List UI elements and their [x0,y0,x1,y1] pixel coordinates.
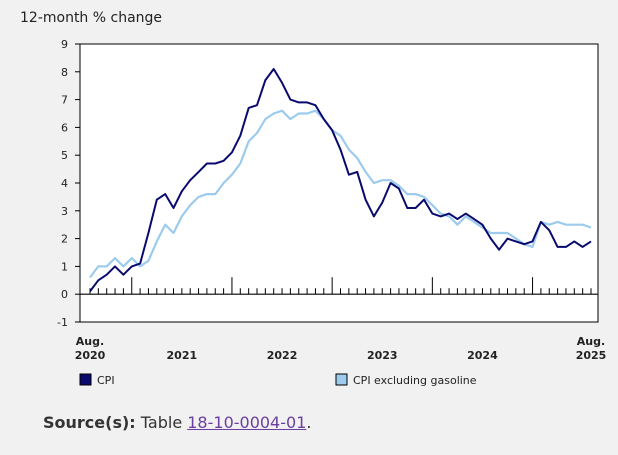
legend-label: CPI [97,374,115,387]
plot-border [79,43,599,323]
legend: CPI CPI excluding gasoline [79,373,477,387]
series-line-cpi-excluding-gasoline [89,109,592,279]
legend-swatch [79,373,92,386]
x-tick-label: 2021 [167,349,198,362]
x-tick-label: 2025 [576,349,607,362]
x-tick-label-top: Aug. [577,335,605,348]
source-text: Table [140,413,183,432]
y-tick-label: 6 [61,121,68,134]
y-tick-label: 0 [61,288,68,301]
y-tick-label: 9 [61,38,68,51]
x-tick-label: 2020 [75,349,106,362]
y-tick-label: 3 [61,205,68,218]
x-tick-label-top: Aug. [76,335,104,348]
source-note: Source(s): Table 18-10-0004-01. [43,413,311,432]
y-tick-label: -1 [57,316,68,329]
y-tick-label: 8 [61,66,68,79]
y-tick-label: 7 [61,94,68,107]
source-label: Source(s): [43,413,136,432]
series-lines [89,68,592,292]
source-table-link[interactable]: 18-10-0004-01 [187,413,307,432]
y-axis-title: 12-month % change [20,10,162,26]
x-tick-label: 2022 [267,349,298,362]
legend-swatch [335,373,348,386]
y-axis: -1 0 1 2 3 4 5 6 7 8 9 [57,38,80,329]
x-tick-label: 2024 [467,349,498,362]
legend-label: CPI excluding gasoline [353,374,477,387]
series-line-cpi [89,68,592,292]
y-tick-label: 5 [61,149,68,162]
y-tick-label: 4 [61,177,68,190]
y-tick-label: 2 [61,233,68,246]
y-tick-label: 1 [61,260,68,273]
source-suffix: . [306,413,312,432]
plot-area [79,43,599,323]
x-tick-label: 2023 [367,349,398,362]
